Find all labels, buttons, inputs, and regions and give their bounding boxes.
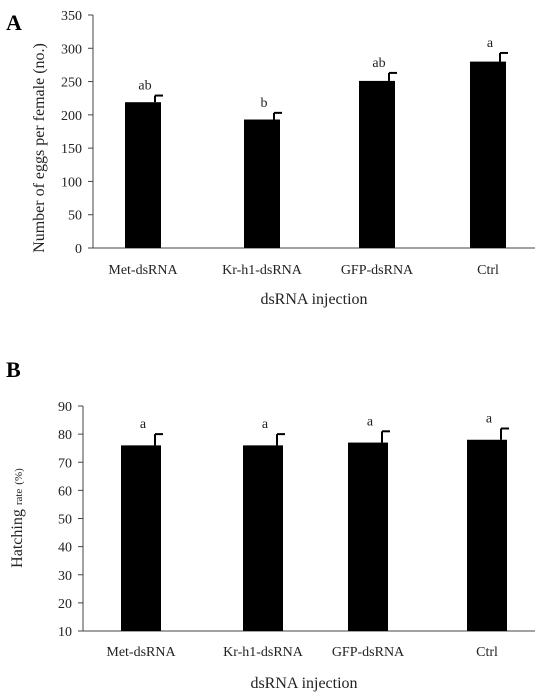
panel-b-x-axis-title: dsRNA injection (250, 675, 357, 692)
significance-label: a (262, 417, 269, 432)
bar (243, 445, 283, 631)
significance-label: a (367, 414, 374, 429)
y-tick-label: 150 (61, 142, 82, 157)
category-label: Ctrl (477, 263, 499, 278)
panel-a-y-axis-title: Number of eggs per female (no.) (31, 43, 48, 253)
panel-b-y-axis-title-main: Hatching (9, 509, 26, 568)
bar (121, 445, 161, 631)
y-tick-label: 300 (61, 42, 82, 57)
bar (467, 439, 507, 631)
panel-b-category-labels: Met-dsRNA Kr-h1-dsRNA GFP-dsRNA Ctrl (106, 645, 498, 660)
y-tick-label: 200 (61, 109, 82, 124)
significance-label: ab (372, 56, 385, 71)
category-label: GFP-dsRNA (341, 263, 414, 278)
category-label: Met-dsRNA (106, 645, 176, 660)
category-label: Kr-h1-dsRNA (223, 645, 304, 660)
significance-label: ab (138, 79, 151, 94)
panel-b-y-axis-title-unit: (%) (13, 468, 25, 485)
category-label: GFP-dsRNA (332, 645, 405, 660)
category-label: Kr-h1-dsRNA (222, 263, 303, 278)
y-tick-label: 30 (58, 569, 72, 584)
y-tick-label: 40 (58, 541, 72, 556)
panel-b-y-axis-title: Hatching rate (%) (9, 468, 26, 568)
significance-label: a (140, 417, 147, 432)
y-tick-label: 70 (58, 456, 72, 471)
bar (470, 61, 506, 248)
panel-a: A 0 50 100 150 200 250 300 350 ab b ab a Met-dsRNA… (6, 9, 535, 308)
panel-b-y-axis-title-small: rate (13, 489, 25, 506)
bar (348, 442, 388, 631)
bar (125, 102, 161, 248)
y-tick-label: 60 (58, 484, 72, 499)
y-tick-label: 50 (58, 513, 72, 528)
y-tick-label: 10 (58, 625, 72, 640)
category-label: Ctrl (476, 645, 498, 660)
y-tick-label: 90 (58, 400, 72, 415)
panel-b-label: B (6, 357, 21, 382)
panel-a-bars: ab b ab a (125, 36, 508, 248)
category-label: Met-dsRNA (108, 263, 178, 278)
y-tick-label: 100 (61, 175, 82, 190)
panel-a-label: A (6, 10, 22, 35)
y-tick-label: 50 (68, 209, 82, 224)
y-tick-label: 250 (61, 76, 82, 91)
panel-a-x-axis-title: dsRNA injection (260, 291, 367, 308)
y-tick-label: 0 (75, 242, 82, 257)
y-tick-label: 20 (58, 597, 72, 612)
bar (359, 80, 395, 248)
panel-b: B 10 20 30 40 50 60 70 80 90 a a a a Met-dsRNA Kr-h1… (6, 357, 535, 692)
bar (244, 119, 280, 248)
significance-label: b (261, 96, 268, 111)
significance-label: a (487, 36, 494, 51)
y-tick-label: 350 (61, 9, 82, 24)
panel-a-y-ticks: 0 50 100 150 200 250 300 350 (61, 9, 93, 257)
panel-b-y-ticks: 10 20 30 40 50 60 70 80 90 (58, 400, 83, 640)
y-tick-label: 80 (58, 428, 72, 443)
panel-a-category-labels: Met-dsRNA Kr-h1-dsRNA GFP-dsRNA Ctrl (108, 263, 499, 278)
significance-label: a (486, 412, 493, 427)
